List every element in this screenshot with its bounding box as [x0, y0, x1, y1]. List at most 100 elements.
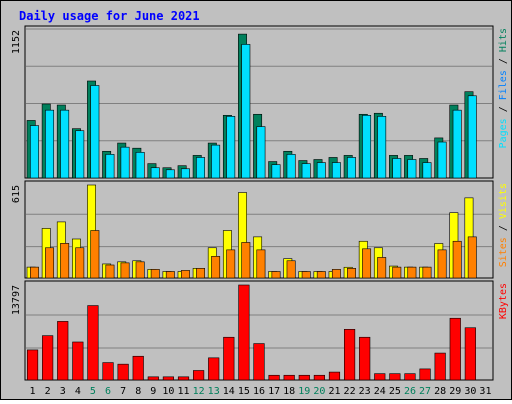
bar-files-day-19 [301, 163, 311, 179]
bar-sites-day-16 [256, 249, 266, 279]
bar-kbytes-day-29 [449, 317, 461, 381]
bar-files-day-11 [180, 168, 190, 179]
bar-sites-day-23 [362, 248, 372, 279]
bar-files-day-25 [392, 158, 402, 179]
legend-entry: Sites [498, 237, 509, 267]
bar-kbytes-day-3 [57, 321, 69, 381]
bar-kbytes-day-30 [464, 327, 476, 381]
bar-sites-day-21 [331, 269, 341, 279]
day-label-19: 19 [298, 386, 310, 397]
day-label-12: 12 [193, 386, 205, 397]
day-label-28: 28 [434, 386, 446, 397]
y-max-label: 1152 [11, 30, 22, 54]
bar-kbytes-day-25 [389, 373, 401, 381]
bar-files-day-12 [196, 157, 205, 179]
day-label-16: 16 [253, 386, 265, 397]
bar-kbytes-day-24 [374, 373, 386, 381]
day-label-27: 27 [419, 386, 431, 397]
bar-kbytes-day-5 [87, 305, 99, 381]
legend-visits-sites: Sites / Visits [498, 183, 509, 267]
day-label-4: 4 [75, 386, 81, 397]
bar-files-day-29 [452, 109, 462, 179]
panel-visits-sites: 615 Sites / Visits [11, 180, 509, 279]
bar-files-day-13 [211, 144, 221, 179]
bar-files-day-16 [256, 126, 266, 179]
bar-kbytes-day-1 [26, 349, 39, 381]
bar-files-day-21 [331, 162, 341, 179]
day-label-6: 6 [105, 386, 111, 397]
bar-files-day-14 [226, 116, 236, 179]
day-label-22: 22 [344, 386, 356, 397]
bar-kbytes-day-17 [268, 374, 280, 381]
bar-kbytes-day-26 [404, 373, 416, 381]
legend-entry: KBytes [498, 283, 509, 319]
day-label-24: 24 [374, 386, 386, 397]
bar-files-day-8 [135, 152, 145, 179]
day-label-11: 11 [177, 386, 189, 397]
bar-sites-day-1 [30, 266, 39, 279]
bar-files-day-22 [347, 157, 356, 179]
day-label-14: 14 [223, 386, 235, 397]
bar-sites-day-3 [60, 243, 70, 279]
day-label-20: 20 [313, 386, 325, 397]
legend-kbytes: KBytes [498, 283, 509, 319]
legend-hits-files: Pages / Files / Hits [498, 28, 509, 148]
y-max-label: 615 [11, 185, 22, 203]
bar-sites-day-18 [286, 260, 296, 279]
bar-kbytes-day-15 [238, 284, 250, 381]
bar-sites-day-29 [452, 240, 462, 279]
y-max-label: 13797 [11, 285, 22, 315]
bar-files-day-24 [377, 116, 387, 179]
bar-kbytes-day-10 [162, 376, 175, 381]
bar-files-day-18 [286, 154, 296, 179]
bar-files-day-17 [271, 164, 281, 179]
bar-files-day-10 [165, 169, 175, 179]
legend-entry: / [498, 52, 509, 70]
bar-kbytes-day-27 [419, 368, 431, 381]
bar-sites-day-17 [271, 271, 281, 279]
bar-files-day-6 [105, 154, 115, 179]
day-label-17: 17 [268, 386, 280, 397]
day-label-2: 2 [45, 386, 51, 397]
bar-sites-day-22 [347, 268, 356, 279]
bar-files-day-27 [422, 162, 432, 179]
bar-sites-day-2 [45, 247, 55, 279]
bar-sites-day-25 [392, 266, 402, 279]
bar-files-day-23 [362, 115, 372, 179]
bar-kbytes-day-21 [328, 371, 341, 381]
panel-kbytes: 13797 KBytes [11, 280, 509, 381]
legend-entry: / [498, 100, 509, 118]
bar-sites-day-28 [437, 249, 447, 279]
day-label-10: 10 [162, 386, 174, 397]
day-label-8: 8 [135, 386, 141, 397]
day-label-30: 30 [464, 386, 476, 397]
day-label-21: 21 [328, 386, 340, 397]
bar-sites-day-10 [165, 271, 175, 279]
bar-sites-day-15 [241, 242, 251, 279]
bar-kbytes-day-12 [193, 370, 205, 381]
bar-sites-day-24 [377, 257, 387, 279]
bar-kbytes-day-18 [283, 374, 295, 381]
day-label-18: 18 [283, 386, 295, 397]
bar-sites-day-7 [120, 262, 130, 279]
bar-files-day-7 [120, 146, 130, 179]
bar-files-day-28 [437, 141, 447, 179]
bar-kbytes-day-8 [132, 355, 144, 381]
day-label-5: 5 [90, 386, 96, 397]
bar-kbytes-day-7 [117, 363, 129, 381]
bar-sites-day-30 [467, 236, 477, 279]
bar-kbytes-day-20 [313, 374, 325, 381]
bar-files-day-4 [75, 130, 85, 179]
bar-kbytes-day-13 [208, 357, 220, 381]
bar-files-day-5 [90, 85, 100, 179]
bar-kbytes-day-22 [343, 329, 356, 381]
day-label-26: 26 [404, 386, 416, 397]
bar-sites-day-13 [211, 256, 221, 279]
bar-sites-day-27 [422, 266, 432, 279]
day-label-1: 1 [30, 386, 36, 397]
day-label-29: 29 [449, 386, 461, 397]
bar-files-day-20 [316, 162, 326, 179]
day-label-15: 15 [238, 386, 250, 397]
bar-files-day-30 [467, 95, 477, 179]
